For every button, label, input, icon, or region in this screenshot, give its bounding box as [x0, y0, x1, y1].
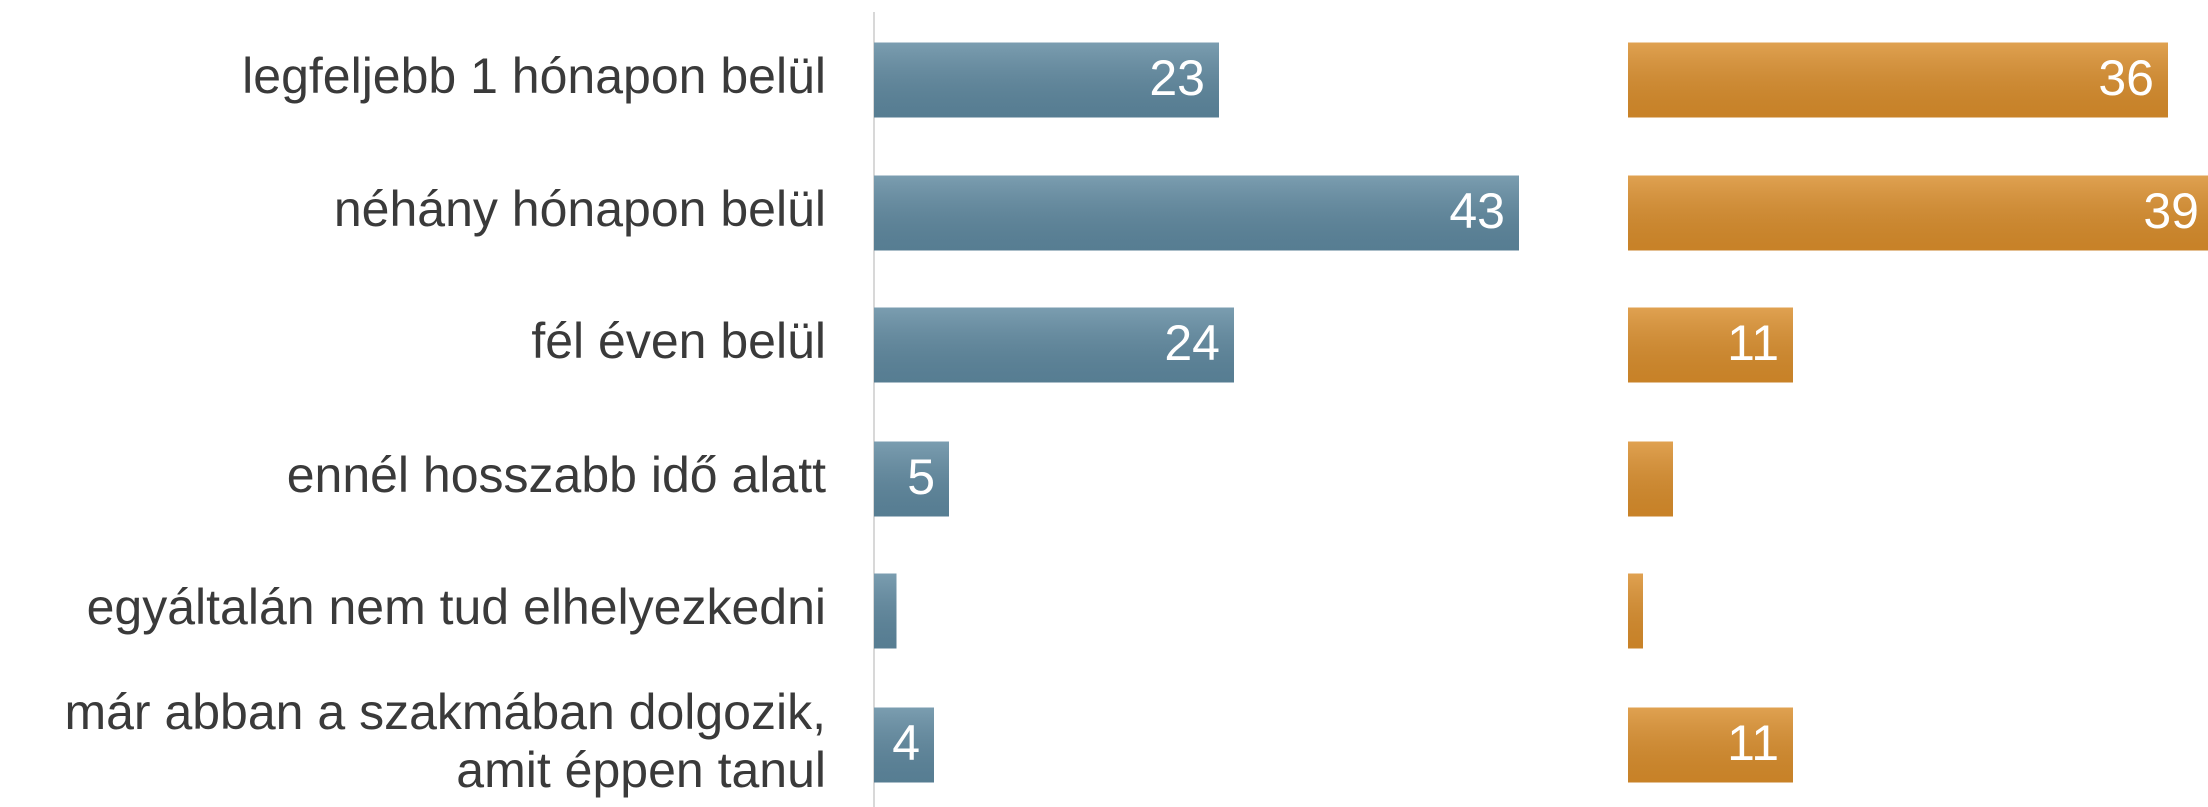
category-line: ennél hosszabb idő alatt [287, 447, 826, 503]
value-label: 43 [1449, 183, 1505, 239]
category-label: ennél hosszabb idő alatt [287, 447, 826, 503]
category-label: már abban a szakmában dolgozik,amit éppe… [64, 684, 826, 798]
value-label: 39 [2143, 183, 2199, 239]
bar-shade [1628, 442, 1673, 517]
value-label: 23 [1149, 50, 1205, 106]
bar-shade [874, 176, 1519, 251]
category-label: egyáltalán nem tud elhelyezkedni [87, 579, 826, 635]
bar-shade [1628, 43, 2168, 118]
category-label: legfeljebb 1 hónapon belül [242, 48, 826, 104]
category-label: fél éven belül [531, 313, 826, 369]
value-label: 36 [2098, 50, 2154, 106]
value-label: 5 [907, 449, 935, 505]
value-label: 11 [1727, 315, 1779, 371]
category-line: már abban a szakmában dolgozik, [64, 684, 826, 740]
category-line: fél éven belül [531, 313, 826, 369]
value-label: 24 [1164, 315, 1220, 371]
bar-shade [1628, 574, 1643, 649]
value-label: 11 [1727, 715, 1779, 771]
category-label: néhány hónapon belül [334, 181, 826, 237]
category-line: néhány hónapon belül [334, 181, 826, 237]
category-line: egyáltalán nem tud elhelyezkedni [87, 579, 826, 635]
value-label: 4 [892, 715, 920, 771]
chart: legfeljebb 1 hónapon belül néhány hónapon… [0, 0, 2208, 807]
category-line: legfeljebb 1 hónapon belül [242, 48, 826, 104]
bar-shade [1628, 176, 2208, 251]
bar-shade [874, 574, 897, 649]
category-line: amit éppen tanul [456, 742, 826, 798]
